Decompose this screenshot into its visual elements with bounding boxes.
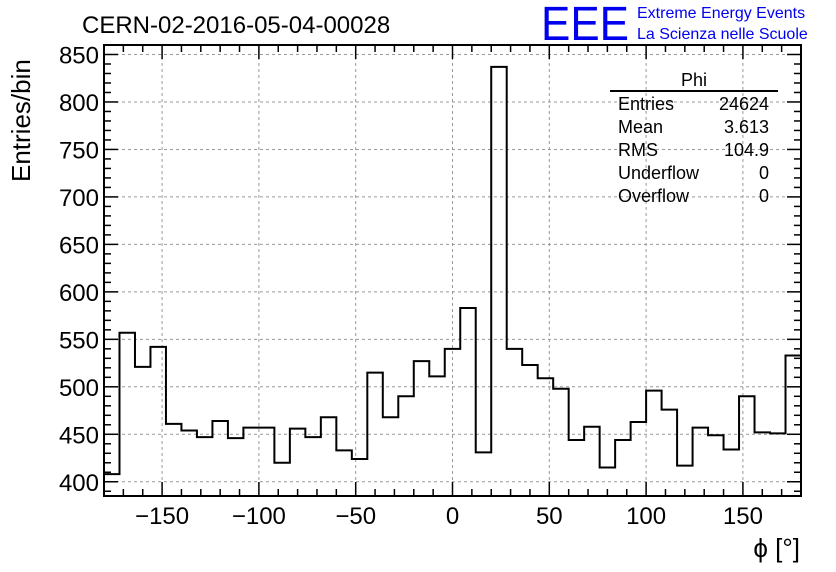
stats-row-label: RMS xyxy=(618,140,658,160)
stats-row-value: 24624 xyxy=(719,94,769,114)
stats-row-value: 0 xyxy=(759,186,769,206)
eee-logo: EEE Extreme Energy Events La Scienza nel… xyxy=(541,0,808,51)
stats-row-label: Underflow xyxy=(618,163,700,183)
x-tick-label: 0 xyxy=(446,503,459,530)
stats-box: Phi Entries 24624 Mean 3.613 RMS 104.9 Underfl… xyxy=(610,70,778,206)
x-axis-title: ϕ [°] xyxy=(753,533,800,563)
x-tick-labels: −150 −100 −50 0 50 100 150 xyxy=(135,503,763,530)
y-tick-label: 750 xyxy=(59,137,99,164)
stats-row-value: 3.613 xyxy=(724,117,769,137)
logo-line-2: La Scienza nelle Scuole xyxy=(637,26,808,43)
stats-row-value: 0 xyxy=(759,163,769,183)
stats-row-label: Overflow xyxy=(618,186,690,206)
stats-row-value: 104.9 xyxy=(724,140,769,160)
stats-rows: Entries 24624 Mean 3.613 RMS 104.9 Underflow 0 O… xyxy=(618,94,769,206)
y-tick-labels: 400 450 500 550 600 650 700 750 800 850 xyxy=(59,42,99,496)
y-tick-label: 800 xyxy=(59,90,99,117)
stats-title: Phi xyxy=(681,70,707,90)
y-tick-label: 700 xyxy=(59,185,99,212)
y-tick-label: 450 xyxy=(59,422,99,449)
y-tick-label: 600 xyxy=(59,280,99,307)
stats-row-label: Entries xyxy=(618,94,674,114)
grid-lines xyxy=(104,45,801,496)
y-tick-label: 850 xyxy=(59,42,99,69)
x-tick-label: 100 xyxy=(626,503,666,530)
logo-line-1: Extreme Energy Events xyxy=(637,5,805,22)
y-tick-label: 550 xyxy=(59,327,99,354)
y-tick-label: 650 xyxy=(59,232,99,259)
y-tick-label: 400 xyxy=(59,470,99,497)
x-tick-label: 150 xyxy=(723,503,763,530)
x-tick-label: 50 xyxy=(536,503,563,530)
eee-logo-mark: EEE xyxy=(541,0,629,51)
histogram-series-line xyxy=(103,65,802,496)
x-tick-label: −50 xyxy=(335,503,376,530)
axis-ticks xyxy=(103,44,802,496)
y-axis-title: Entries/bin xyxy=(6,59,36,182)
stats-row-label: Mean xyxy=(618,117,663,137)
chart-title: CERN-02-2016-05-04-00028 xyxy=(82,12,390,39)
x-tick-label: −150 xyxy=(135,503,189,530)
x-tick-label: −100 xyxy=(232,503,286,530)
y-tick-label: 500 xyxy=(59,375,99,402)
